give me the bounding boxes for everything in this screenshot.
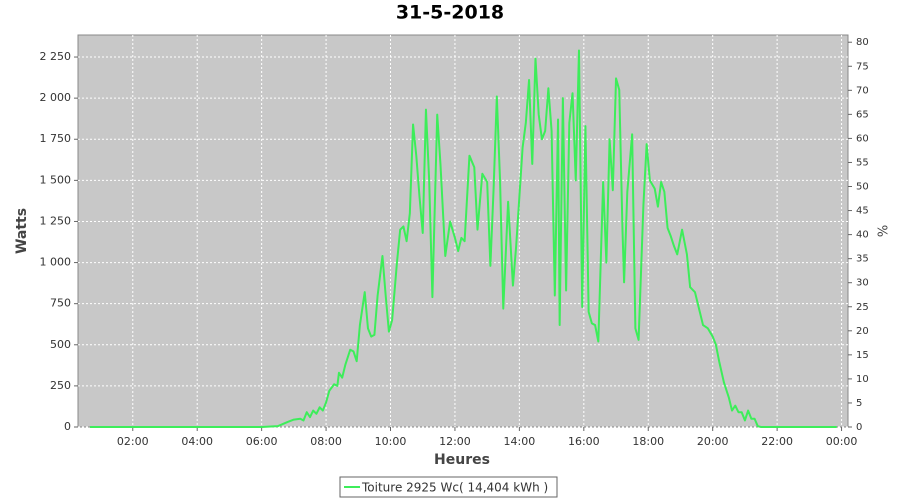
chart-title: 31-5-2018: [396, 2, 504, 24]
x-tick-label: 06:00: [246, 435, 278, 448]
y-tick-label: 1 250: [40, 214, 72, 227]
plot-area: [77, 34, 849, 428]
x-tick-label: 22:00: [761, 435, 793, 448]
y2-tick-label: 70: [856, 85, 869, 96]
x-axis-label: Heures: [434, 452, 490, 468]
y2-tick-label: 50: [856, 182, 869, 193]
y2-tick-label: 45: [856, 206, 869, 217]
x-tick-label: 02:00: [117, 435, 149, 448]
x-tick-label: 18:00: [632, 435, 664, 448]
y-tick-label: 500: [50, 338, 71, 351]
y-tick-label: 1 750: [40, 132, 72, 145]
x-tick-label: 20:00: [697, 435, 729, 448]
y2-tick-label: 80: [856, 37, 869, 48]
y-tick-label: 750: [50, 297, 71, 310]
y-tick-label: 1 500: [40, 173, 72, 186]
y-tick-label: 2 250: [40, 50, 72, 63]
y-tick-label: 250: [50, 379, 71, 392]
y2-tick-label: 0: [856, 422, 862, 433]
y2-tick-label: 15: [856, 350, 869, 361]
y2-tick-label: 40: [856, 230, 869, 241]
data-line: [89, 49, 837, 428]
x-tick-label: 08:00: [310, 435, 342, 448]
y2-tick-label: 5: [856, 398, 862, 409]
legend-label: Toiture 2925 Wc( 14,404 kWh ): [361, 481, 548, 495]
y2-tick-label: 60: [856, 133, 869, 144]
y2-tick-label: 30: [856, 278, 869, 289]
x-tick-label: 10:00: [375, 435, 407, 448]
y-tick-label: 2 000: [40, 91, 72, 104]
x-tick-label: 14:00: [504, 435, 536, 448]
y2-axis-label: %: [877, 225, 892, 237]
x-tick-label: 12:00: [439, 435, 471, 448]
y-tick-label: 1 000: [40, 256, 72, 269]
y-axis-label: Watts: [14, 208, 30, 254]
x-tick-label: 16:00: [568, 435, 600, 448]
legend-box: [339, 476, 558, 498]
y-tick-label: 0: [64, 420, 71, 433]
y2-tick-label: 25: [856, 302, 869, 313]
y2-tick-label: 10: [856, 374, 869, 385]
y2-tick-label: 75: [856, 61, 869, 72]
y2-tick-label: 65: [856, 109, 869, 120]
y2-tick-label: 20: [856, 326, 869, 337]
x-tick-label: 04:00: [181, 435, 213, 448]
x-tick-label: 00:00: [826, 435, 858, 448]
y2-tick-label: 35: [856, 254, 869, 265]
y2-tick-label: 55: [856, 157, 869, 168]
